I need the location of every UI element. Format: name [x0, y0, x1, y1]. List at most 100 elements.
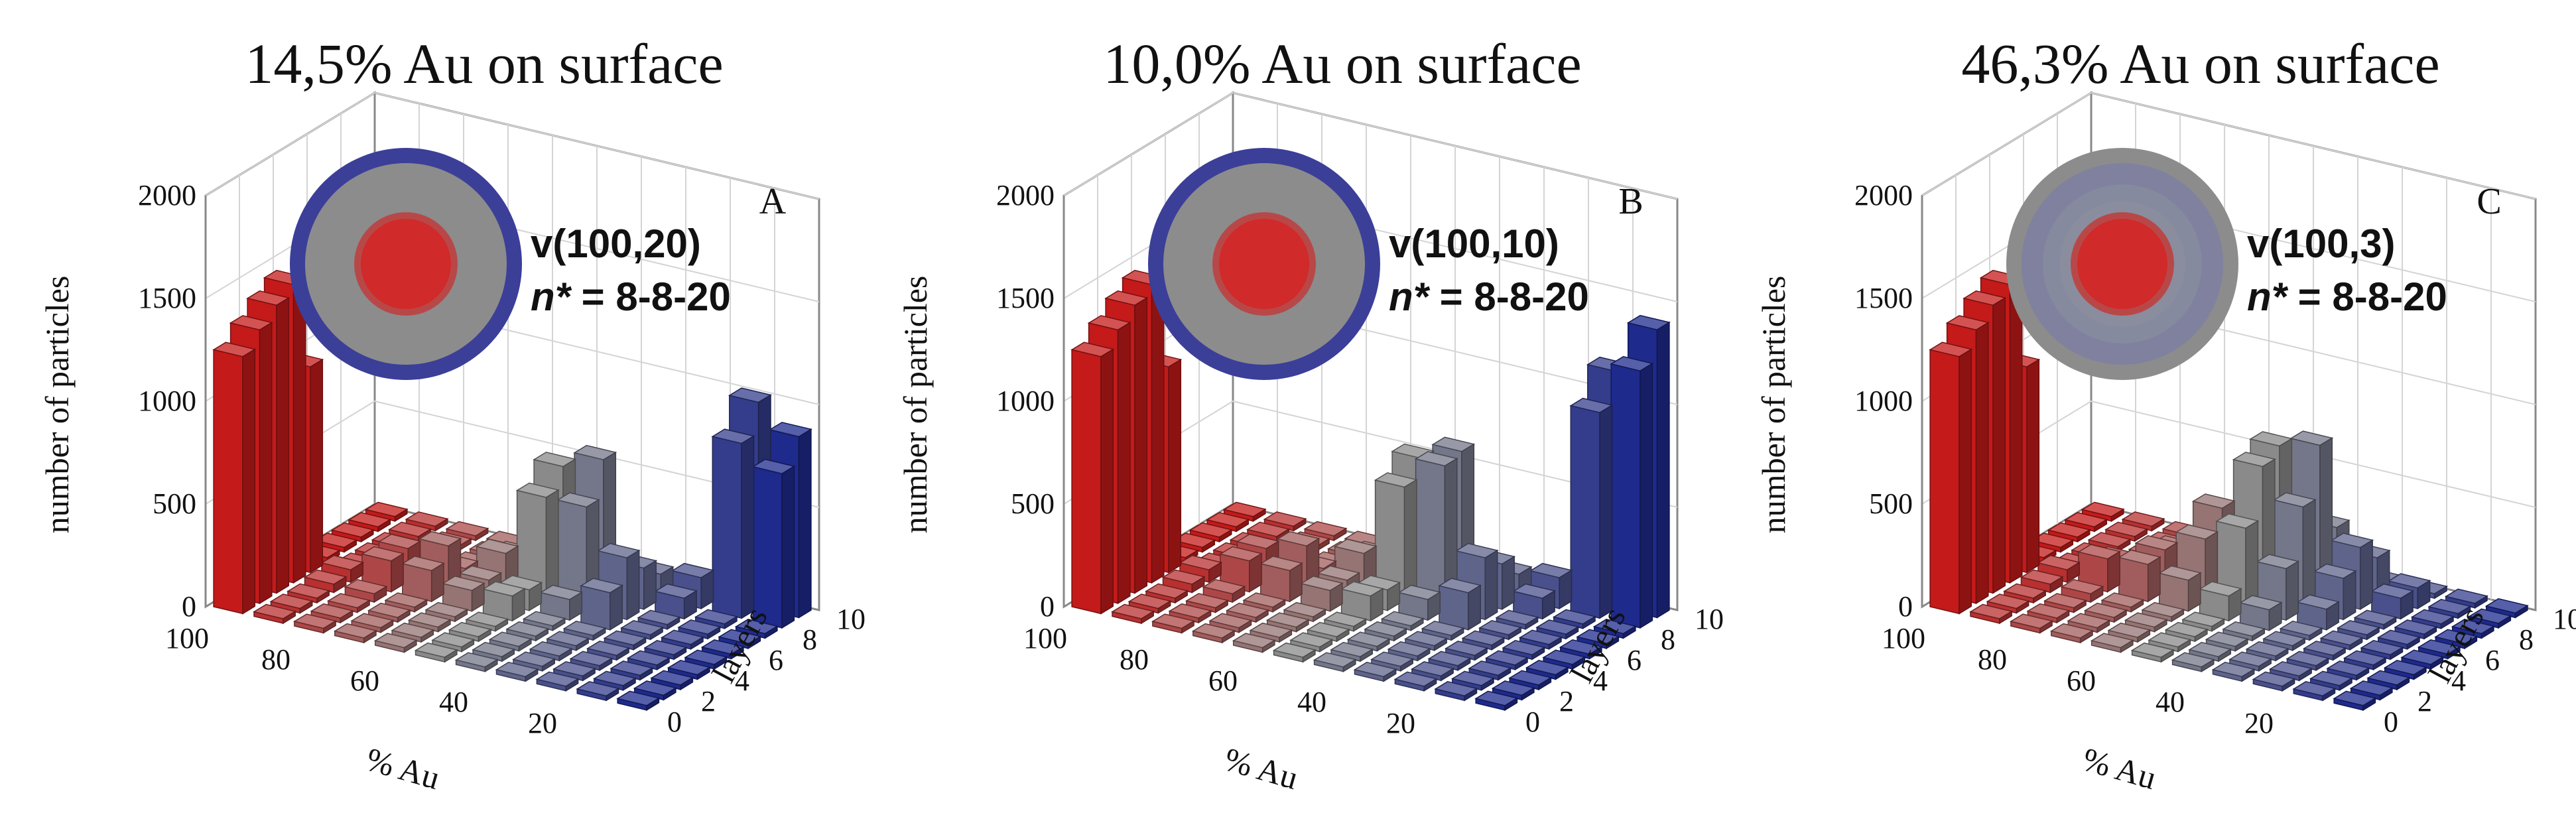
bar-side: [283, 610, 296, 625]
bar-side: [2400, 590, 2414, 620]
bar-side: [360, 529, 374, 543]
bar-side: [1434, 637, 1447, 652]
bar: [212, 342, 257, 615]
bar: [2067, 613, 2111, 633]
annotation-layers: n* = 8-8-20: [531, 275, 731, 319]
bar: [1289, 632, 1334, 653]
bar-side: [2390, 646, 2404, 661]
bar: [2081, 501, 2125, 523]
x-tick-label: 40: [2156, 686, 2185, 718]
bar: [1387, 641, 1431, 662]
bar: [495, 661, 539, 682]
bar-side: [475, 527, 489, 542]
bar: [253, 603, 297, 625]
bar: [1502, 639, 1546, 661]
bar-front: [1071, 349, 1102, 615]
bar: [552, 661, 597, 682]
bar: [694, 609, 738, 630]
bar-side: [2298, 667, 2312, 682]
bar: [1512, 583, 1557, 620]
annotation-n-symbol: n*: [1389, 275, 1431, 319]
bar: [2360, 639, 2404, 661]
bar-side: [2130, 599, 2144, 613]
bar: [2279, 620, 2323, 641]
bar-side: [1498, 666, 1512, 681]
x-axis-label: % Au: [362, 740, 444, 796]
bar: [637, 609, 681, 631]
bar-side: [1279, 629, 1293, 643]
bar: [367, 602, 411, 623]
x-tick-label: 20: [528, 707, 557, 739]
z-tick-label: 0: [667, 706, 682, 738]
y-axis-label: number of particles: [38, 276, 76, 534]
bar-side: [2160, 649, 2174, 663]
z-tick-label: 0: [1525, 706, 1540, 738]
bar-side: [2498, 615, 2512, 629]
bar: [2376, 629, 2421, 651]
bar: [292, 613, 338, 634]
bar-side: [1504, 697, 1518, 712]
bar-side: [622, 677, 636, 692]
bar: [2157, 565, 2202, 612]
bar-side: [2383, 616, 2397, 631]
x-tick-label: 40: [1297, 686, 1326, 718]
x-tick-label: 40: [439, 686, 468, 718]
bar: [2198, 581, 2242, 622]
bar: [2326, 660, 2370, 681]
bar: [2484, 598, 2529, 619]
bar-side: [333, 576, 347, 594]
bar-side: [2077, 529, 2091, 543]
bar-side: [673, 646, 687, 661]
bar: [2205, 631, 2249, 652]
bar-side: [1236, 519, 1250, 533]
bar: [2427, 598, 2472, 619]
bar-side: [2457, 605, 2471, 619]
bars: [1929, 269, 2529, 712]
bar-front: [752, 466, 783, 629]
bar-side: [2322, 687, 2336, 702]
bar: [667, 659, 711, 680]
x-tick-label: 60: [1208, 664, 1238, 697]
bar-side: [2194, 628, 2208, 643]
bar-side: [552, 617, 566, 631]
annotation-code: v(100,20): [531, 221, 701, 266]
bar: [414, 642, 458, 663]
y-tick-label: 500: [1869, 487, 1913, 520]
bar-side: [707, 625, 721, 640]
bar-side: [1370, 588, 1384, 622]
bar: [2064, 512, 2108, 533]
bar-side: [2447, 645, 2461, 660]
bar: [1265, 612, 1310, 633]
bar-side: [1202, 539, 1216, 553]
bar: [2090, 633, 2134, 653]
bar-side: [1599, 404, 1613, 619]
bar-side: [363, 629, 377, 644]
bar: [373, 633, 418, 653]
z-tick-label: 4: [2451, 664, 2466, 697]
bar: [2292, 680, 2337, 702]
bar: [660, 629, 704, 651]
bar-side: [714, 656, 728, 670]
bar-side: [2107, 550, 2120, 593]
bar: [1491, 680, 1535, 701]
bar: [1202, 579, 1246, 603]
bar: [364, 501, 409, 523]
y-tick-label: 1000: [1854, 385, 1913, 417]
bar-side: [259, 322, 273, 605]
bar-side: [1656, 321, 1670, 619]
bar-side: [1582, 615, 1596, 630]
bar-side: [2228, 588, 2242, 622]
bar-side: [542, 658, 555, 672]
bar: [1246, 521, 1291, 542]
bar-side: [724, 615, 738, 630]
bar-side: [2362, 697, 2376, 712]
bar: [2333, 690, 2377, 712]
bar: [1508, 670, 1553, 691]
bar: [1283, 601, 1327, 623]
bar-side: [781, 465, 795, 629]
bar-side: [1508, 626, 1521, 641]
chart-title: 46,3% Au on surface: [1961, 32, 2439, 95]
bar: [465, 611, 509, 632]
bar: [401, 555, 445, 603]
bar-side: [1403, 479, 1417, 601]
